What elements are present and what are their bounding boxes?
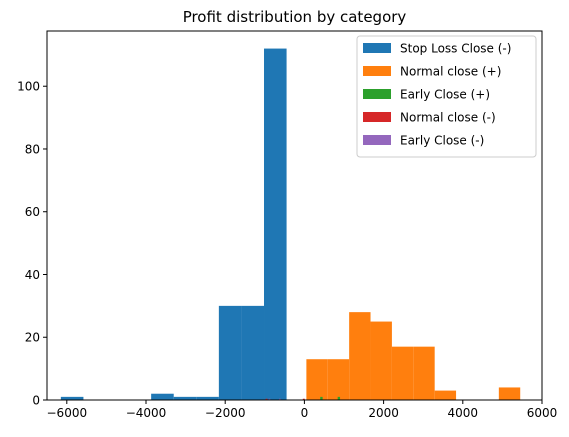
legend-swatch — [363, 66, 391, 76]
series-0 — [60, 48, 287, 400]
histogram-bar — [265, 398, 268, 400]
legend-swatch — [363, 43, 391, 53]
histogram-bar — [413, 346, 435, 400]
legend-swatch — [363, 112, 391, 122]
bars-layer — [60, 48, 521, 400]
histogram-bar — [196, 396, 219, 400]
histogram-bar — [218, 305, 242, 400]
legend-label: Normal close (-) — [400, 111, 496, 125]
histogram-bar — [306, 359, 328, 400]
histogram-bar — [320, 396, 323, 400]
series-3 — [265, 398, 305, 400]
y-tick-label: 20 — [25, 331, 40, 345]
histogram-bar — [302, 398, 305, 400]
legend-label: Stop Loss Close (-) — [400, 42, 511, 56]
histogram-bar — [327, 359, 350, 400]
y-tick-label: 60 — [25, 205, 40, 219]
legend-swatch — [363, 135, 391, 145]
legend: Stop Loss Close (-) Normal close (+) Early… — [356, 35, 537, 158]
legend-box — [356, 35, 537, 158]
histogram-bar — [151, 393, 174, 400]
histogram-bar — [349, 312, 371, 400]
legend-label: Early Close (+) — [400, 88, 490, 102]
histogram-bar — [337, 396, 341, 400]
x-tick-label: −6000 — [47, 406, 88, 420]
histogram-bar — [60, 396, 84, 400]
plot-frame — [46, 30, 543, 401]
histogram-bar — [264, 48, 287, 400]
series-1 — [306, 312, 521, 400]
x-tick-label: −4000 — [126, 406, 167, 420]
histogram-bar — [391, 346, 414, 400]
x-tick-label: 6000 — [527, 406, 558, 420]
x-tick-label: 0 — [301, 406, 309, 420]
legend-label: Early Close (-) — [400, 134, 484, 148]
x-tick-label: −2000 — [205, 406, 246, 420]
y-tick-label: 0 — [32, 394, 40, 408]
legend-label: Normal close (+) — [400, 65, 501, 79]
histogram-bar — [268, 398, 271, 400]
chart-title: Profit distribution by category — [183, 8, 407, 26]
series-2 — [320, 396, 341, 400]
histogram-bar — [241, 305, 265, 400]
y-tick-label: 40 — [25, 268, 40, 282]
y-axis: 0 20 40 60 80 100 — [17, 80, 47, 408]
histogram-bar — [173, 396, 197, 400]
legend-swatch — [363, 89, 391, 99]
x-tick-label: 4000 — [448, 406, 479, 420]
x-axis: −6000 −4000 −2000 0 2000 4000 6000 — [47, 400, 558, 420]
histogram-bar — [498, 387, 521, 400]
x-tick-label: 2000 — [368, 406, 399, 420]
y-tick-label: 80 — [25, 142, 40, 156]
series-4 — [268, 398, 281, 400]
histogram-bar — [434, 390, 457, 400]
histogram-bar — [370, 321, 392, 400]
y-tick-label: 100 — [17, 80, 40, 94]
histogram-bar — [279, 398, 281, 400]
